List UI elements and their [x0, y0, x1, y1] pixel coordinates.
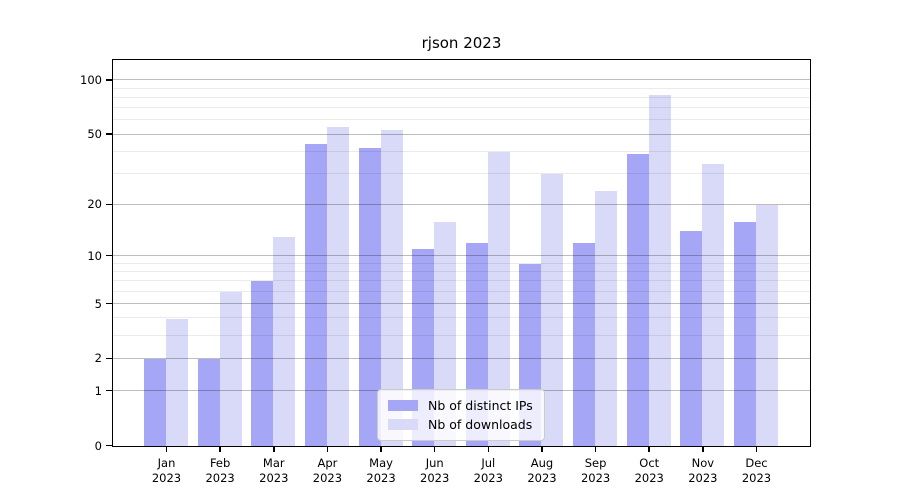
bar-ips-nov: [680, 231, 703, 446]
x-tick-label-feb: Feb 2023: [205, 455, 235, 486]
x-tick-label-nov: Nov 2023: [688, 455, 718, 486]
gridline-80: [113, 96, 810, 98]
bar-ips-feb: [197, 358, 220, 446]
y-tick-50: [106, 133, 112, 135]
y-tick-2: [106, 357, 112, 360]
gridline-4: [113, 317, 810, 319]
x-tick-label-dec: Dec 2023: [741, 455, 772, 486]
y-tick-1: [106, 389, 112, 392]
gridline-5: [113, 303, 810, 305]
x-tick-label-mar: Mar 2023: [259, 455, 289, 486]
gridline-10: [113, 255, 810, 257]
x-tick-jul: [487, 447, 490, 452]
bar-downloads-apr: [326, 127, 349, 446]
legend-row-downloads: Nb of downloads: [388, 418, 534, 431]
legend: Nb of distinct IPs Nb of downloads: [377, 389, 545, 441]
x-tick-jun: [433, 447, 436, 452]
legend-swatch-ips: [388, 400, 418, 411]
bar-downloads-dec: [756, 204, 778, 446]
bar-downloads-aug: [541, 173, 564, 446]
y-tick-label-5: 5: [94, 296, 102, 311]
gridline-20: [113, 203, 810, 205]
y-tick-label-0: 0: [94, 438, 102, 453]
gridline-2: [113, 357, 810, 359]
legend-row-ips: Nb of distinct IPs: [388, 399, 534, 412]
y-tick-20: [106, 203, 112, 206]
gridline-40: [113, 150, 810, 152]
y-tick-label-50: 50: [87, 127, 102, 142]
bar-downloads-oct: [648, 95, 671, 446]
bar-downloads-may: [380, 130, 403, 446]
legend-label-ips: Nb of distinct IPs: [428, 398, 533, 413]
bar-downloads-feb: [219, 291, 242, 446]
bar-downloads-jan: [166, 318, 188, 446]
x-tick-label-jul: Jul 2023: [473, 455, 503, 486]
gridline-60: [113, 119, 810, 121]
x-tick-dec: [755, 447, 758, 452]
y-tick-100: [106, 79, 112, 81]
x-tick-aug: [541, 447, 543, 452]
x-tick-apr: [326, 447, 329, 452]
x-tick-label-apr: Apr 2023: [312, 455, 343, 486]
gridline-3: [113, 335, 810, 337]
x-tick-mar: [273, 447, 275, 452]
chart-title: rjson 2023: [421, 34, 502, 52]
y-tick-label-100: 100: [80, 72, 102, 87]
legend-swatch-downloads: [388, 419, 418, 430]
x-tick-label-aug: Aug 2023: [527, 455, 557, 486]
bar-downloads-sep: [595, 191, 618, 446]
bar-ips-apr: [304, 144, 327, 446]
gridline-9: [113, 262, 810, 264]
y-tick-label-2: 2: [94, 351, 102, 366]
x-tick-jan: [165, 447, 168, 452]
x-tick-label-jun: Jun 2023: [420, 455, 450, 486]
bar-ips-dec: [734, 221, 756, 446]
bar-ips-mar: [251, 281, 274, 446]
x-tick-sep: [594, 447, 597, 452]
x-tick-may: [380, 447, 382, 452]
bar-ips-oct: [626, 153, 649, 446]
gridline-8: [113, 270, 810, 272]
gridline-50: [113, 133, 810, 135]
bar-ips-jan: [144, 358, 166, 446]
gridline-70: [113, 107, 810, 109]
y-tick-10: [106, 254, 112, 257]
x-tick-label-oct: Oct 2023: [634, 455, 664, 486]
gridline-30: [113, 172, 810, 174]
bar-ips-sep: [573, 242, 596, 446]
y-tick-label-20: 20: [87, 197, 102, 212]
x-tick-label-jan: Jan 2023: [151, 455, 182, 486]
bar-ips-may: [358, 148, 381, 446]
y-tick-5: [106, 302, 112, 305]
x-tick-label-sep: Sep 2023: [580, 455, 611, 486]
x-tick-feb: [219, 447, 221, 452]
x-tick-oct: [648, 447, 650, 452]
legend-label-downloads: Nb of downloads: [428, 417, 533, 432]
y-tick-label-10: 10: [87, 248, 102, 263]
bar-downloads-mar: [273, 236, 296, 446]
gridline-7: [113, 280, 810, 282]
bar-downloads-nov: [702, 164, 725, 446]
bar-downloads-jul: [487, 151, 510, 446]
gridline-100: [113, 79, 810, 81]
x-tick-label-may: May 2023: [366, 455, 396, 486]
gridline-90: [113, 87, 810, 89]
y-tick-0: [106, 444, 112, 447]
x-tick-nov: [702, 447, 704, 452]
y-tick-label-1: 1: [94, 383, 102, 398]
gridline-6: [113, 290, 810, 292]
